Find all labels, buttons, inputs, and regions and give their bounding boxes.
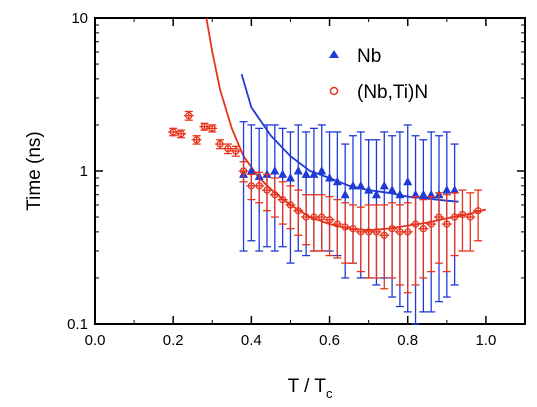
x-tick-label: 1.0 bbox=[475, 332, 496, 349]
data-point-nbtin bbox=[192, 136, 201, 144]
data-point-nbtin bbox=[255, 182, 263, 190]
x-axis-title: T / Tc bbox=[288, 376, 333, 401]
data-point-nbtin bbox=[419, 224, 428, 233]
data-point-nbtin bbox=[435, 213, 443, 221]
data-point-nbtin bbox=[333, 220, 342, 228]
data-point-nbtin bbox=[466, 213, 474, 221]
data-point-nbtin bbox=[224, 144, 232, 153]
data-point-nb bbox=[403, 176, 413, 186]
data-point-nbtin bbox=[427, 220, 435, 228]
data-point-nb bbox=[371, 189, 381, 199]
x-tick-label: 0.0 bbox=[85, 332, 106, 349]
data-point-nb bbox=[364, 185, 374, 194]
data-point-nbtin bbox=[349, 224, 357, 233]
data-point-nbtin bbox=[372, 228, 381, 236]
legend-label-nbtin: (Nb,Ti)N bbox=[357, 82, 428, 103]
data-point-nb bbox=[246, 166, 256, 175]
x-tick-label: 0.4 bbox=[241, 332, 262, 349]
data-point-nbtin bbox=[294, 207, 302, 215]
y-tick-label: 10 bbox=[71, 10, 88, 27]
data-point-nbtin bbox=[450, 213, 459, 221]
data-point-nbtin bbox=[169, 128, 177, 136]
data-point-nb bbox=[293, 166, 303, 175]
y-axis-title: Time (ns) bbox=[24, 131, 45, 211]
data-point-nb bbox=[317, 166, 327, 175]
x-tick-label: 0.2 bbox=[163, 332, 184, 349]
data-point-nb bbox=[348, 180, 358, 190]
x-tick-label: 0.8 bbox=[397, 332, 418, 349]
data-point-nbtin bbox=[325, 216, 334, 224]
data-point-nbtin bbox=[177, 130, 185, 138]
data-point-nb bbox=[387, 185, 397, 194]
data-point-nb bbox=[301, 169, 311, 178]
legend-marker-nb bbox=[329, 50, 339, 58]
x-axis-title-main: T / T bbox=[288, 376, 327, 397]
data-point-nbtin bbox=[216, 140, 224, 148]
data-point-nbtin bbox=[286, 201, 295, 209]
fit-curves bbox=[205, 17, 487, 232]
data-point-nbtin bbox=[200, 122, 209, 131]
data-point-nbtin bbox=[341, 223, 349, 231]
data-point-nb bbox=[450, 185, 460, 194]
data-point-nbtin bbox=[404, 228, 412, 236]
data-point-nb bbox=[309, 169, 319, 178]
data-point-nb bbox=[418, 189, 428, 199]
y-tick-label: 0.1 bbox=[67, 316, 88, 333]
data-point-nbtin bbox=[474, 207, 482, 215]
fit-curve bbox=[240, 73, 459, 203]
data-point-nb bbox=[270, 166, 280, 175]
axis-ticks bbox=[94, 17, 526, 325]
data-point-nbtin bbox=[185, 112, 193, 120]
data-point-nbtin bbox=[458, 210, 467, 219]
legend-marker-nbtin bbox=[329, 86, 339, 96]
data-point-nb bbox=[340, 189, 350, 199]
data-point-nb bbox=[262, 169, 272, 178]
data-point-nb bbox=[356, 180, 366, 190]
tick-labels: 0.0 0.2 0.4 0.6 0.8 1.0 0.1 1 10 bbox=[67, 10, 496, 349]
legend-label-nb: Nb bbox=[357, 46, 381, 67]
data-point-nbtin bbox=[380, 231, 388, 239]
data-points bbox=[168, 110, 484, 325]
data-point-nbtin bbox=[388, 224, 396, 233]
data-point-nbtin bbox=[271, 191, 279, 199]
data-point-nb bbox=[325, 173, 335, 182]
x-axis-title-subscript: c bbox=[326, 386, 333, 401]
data-point-nbtin bbox=[263, 186, 271, 194]
data-point-nb bbox=[442, 185, 452, 194]
data-point-nb bbox=[285, 173, 295, 182]
data-point-nbtin bbox=[443, 220, 451, 228]
data-point-nb bbox=[395, 189, 405, 199]
legend: Nb (Nb,Ti)N bbox=[329, 46, 428, 103]
y-tick-label: 1 bbox=[80, 163, 88, 180]
data-point-nb bbox=[379, 180, 389, 190]
data-point-nb bbox=[278, 169, 288, 178]
data-point-nbtin bbox=[278, 195, 287, 204]
fit-curve bbox=[205, 17, 487, 232]
data-point-nbtin bbox=[232, 147, 240, 155]
data-point-nbtin bbox=[318, 213, 326, 221]
data-point-nbtin bbox=[208, 124, 216, 133]
data-point-nb bbox=[332, 176, 342, 186]
data-point-nbtin bbox=[239, 167, 248, 175]
data-point-nbtin bbox=[411, 220, 420, 228]
x-tick-label: 0.6 bbox=[319, 332, 340, 349]
